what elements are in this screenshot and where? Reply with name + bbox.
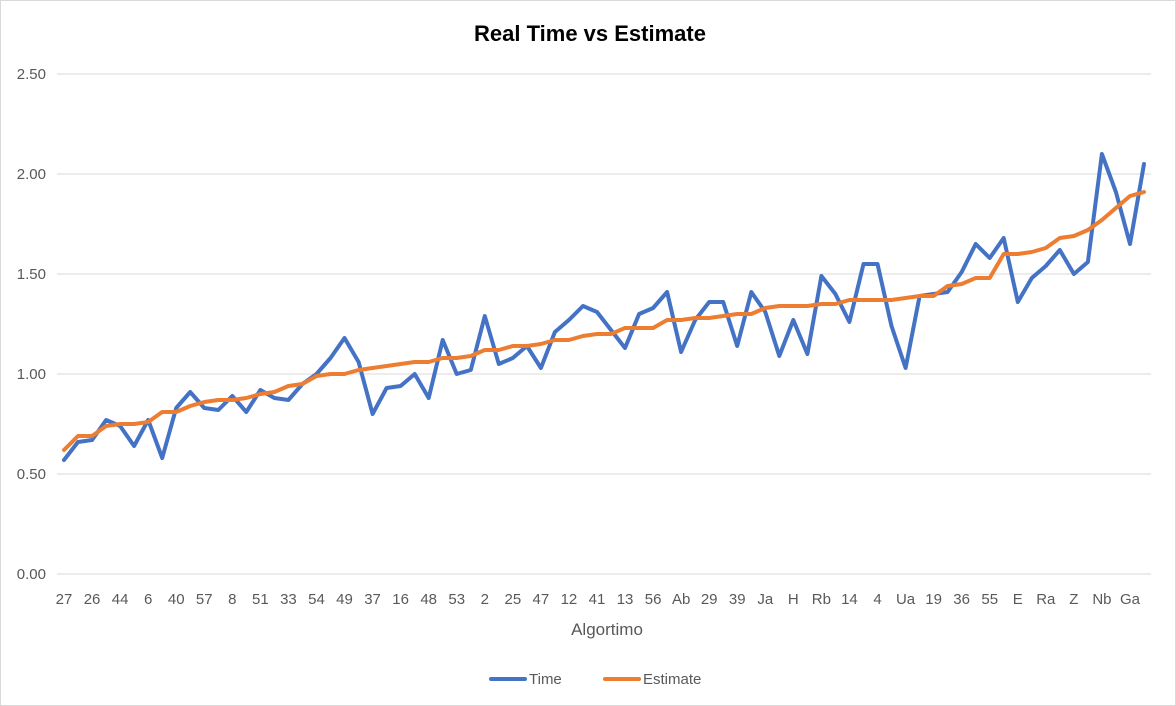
x-tick-label: 57: [196, 591, 213, 608]
x-tick-label: Ja: [757, 591, 774, 608]
x-tick-label: 16: [392, 591, 409, 608]
x-tick-label: 44: [112, 591, 129, 608]
x-tick-label: Ga: [1120, 591, 1141, 608]
y-tick-label: 0.00: [17, 566, 46, 583]
x-tick-label: 4: [873, 591, 881, 608]
x-tick-label: 19: [925, 591, 942, 608]
series-lines: [62, 152, 1146, 462]
series-line-estimate: [62, 190, 1146, 452]
x-tick-label: 2: [481, 591, 489, 608]
y-tick-label: 1.00: [17, 366, 46, 383]
x-tick-label: 48: [420, 591, 437, 608]
x-tick-label: 26: [84, 591, 101, 608]
x-tick-label: 37: [364, 591, 381, 608]
x-tick-label: 36: [953, 591, 970, 608]
y-tick-label: 2.50: [17, 66, 46, 83]
x-tick-label: 13: [617, 591, 634, 608]
x-tick-label: 51: [252, 591, 269, 608]
x-axis-ticks: 27 26 44 6 40 57 8 51 33 54 49 37 16 48 53 2 25 47 12 41 13 5…: [56, 591, 1141, 608]
legend-label-time: Time: [529, 671, 562, 688]
x-tick-label: 49: [336, 591, 353, 608]
x-tick-label: 40: [168, 591, 185, 608]
x-tick-label: 55: [981, 591, 998, 608]
x-tick-label: 54: [308, 591, 325, 608]
x-tick-label: Ab: [672, 591, 690, 608]
x-tick-label: Ua: [896, 591, 916, 608]
x-axis-label: Algortimo: [571, 620, 643, 639]
x-tick-label: 6: [144, 591, 152, 608]
x-tick-label: 8: [228, 591, 236, 608]
x-tick-label: 33: [280, 591, 297, 608]
x-tick-label: 27: [56, 591, 73, 608]
x-tick-label: 47: [533, 591, 550, 608]
grid-lines: [57, 73, 1151, 575]
x-tick-label: Ra: [1036, 591, 1056, 608]
x-tick-label: 25: [504, 591, 521, 608]
x-tick-label: 56: [645, 591, 662, 608]
x-tick-label: Z: [1069, 591, 1078, 608]
x-tick-label: 29: [701, 591, 718, 608]
x-tick-label: Rb: [812, 591, 831, 608]
chart-title: Real Time vs Estimate: [474, 21, 706, 46]
x-tick-label: H: [788, 591, 799, 608]
y-axis-ticks: 0.00 0.50 1.00 1.50 2.00 2.50: [17, 66, 46, 583]
x-tick-label: 53: [448, 591, 465, 608]
series-line-time: [62, 152, 1146, 462]
y-tick-label: 1.50: [17, 266, 46, 283]
y-tick-label: 2.00: [17, 166, 46, 183]
legend-label-estimate: Estimate: [643, 671, 701, 688]
x-tick-label: 41: [589, 591, 606, 608]
x-tick-label: Nb: [1092, 591, 1111, 608]
x-tick-label: E: [1013, 591, 1023, 608]
y-tick-label: 0.50: [17, 466, 46, 483]
x-tick-label: 39: [729, 591, 746, 608]
x-tick-label: 14: [841, 591, 858, 608]
legend: Time Estimate: [489, 671, 701, 688]
x-tick-label: 12: [561, 591, 578, 608]
